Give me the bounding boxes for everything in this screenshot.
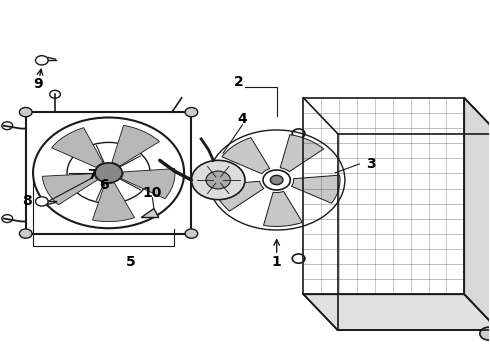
Polygon shape: [214, 181, 264, 211]
Circle shape: [270, 175, 283, 185]
Polygon shape: [112, 125, 159, 166]
Text: 2: 2: [234, 75, 244, 89]
Circle shape: [192, 160, 245, 200]
Circle shape: [20, 229, 32, 238]
Polygon shape: [51, 128, 103, 167]
Circle shape: [95, 163, 122, 183]
Circle shape: [35, 56, 48, 65]
Polygon shape: [264, 192, 302, 226]
Circle shape: [206, 171, 230, 189]
Polygon shape: [280, 135, 324, 172]
Circle shape: [35, 197, 48, 206]
Text: 7: 7: [87, 168, 97, 182]
Polygon shape: [93, 183, 135, 221]
Text: 9: 9: [33, 77, 43, 91]
Circle shape: [2, 122, 13, 130]
Circle shape: [49, 90, 60, 98]
Text: 5: 5: [125, 255, 135, 269]
Circle shape: [185, 229, 198, 238]
Polygon shape: [464, 98, 490, 330]
Polygon shape: [121, 168, 175, 199]
Circle shape: [292, 254, 305, 263]
Circle shape: [20, 108, 32, 117]
Circle shape: [263, 170, 290, 190]
Text: 8: 8: [22, 194, 31, 208]
Text: 4: 4: [238, 112, 247, 126]
Polygon shape: [303, 294, 490, 330]
Circle shape: [480, 327, 490, 340]
Circle shape: [292, 129, 305, 138]
Text: 3: 3: [366, 157, 375, 171]
Polygon shape: [141, 208, 159, 217]
Circle shape: [2, 215, 13, 222]
Circle shape: [185, 108, 198, 117]
Polygon shape: [292, 175, 340, 203]
Text: 10: 10: [143, 185, 162, 199]
Bar: [26, 112, 192, 234]
Polygon shape: [42, 174, 98, 205]
Polygon shape: [222, 138, 270, 174]
Text: 6: 6: [99, 177, 108, 192]
Text: 1: 1: [272, 255, 282, 269]
